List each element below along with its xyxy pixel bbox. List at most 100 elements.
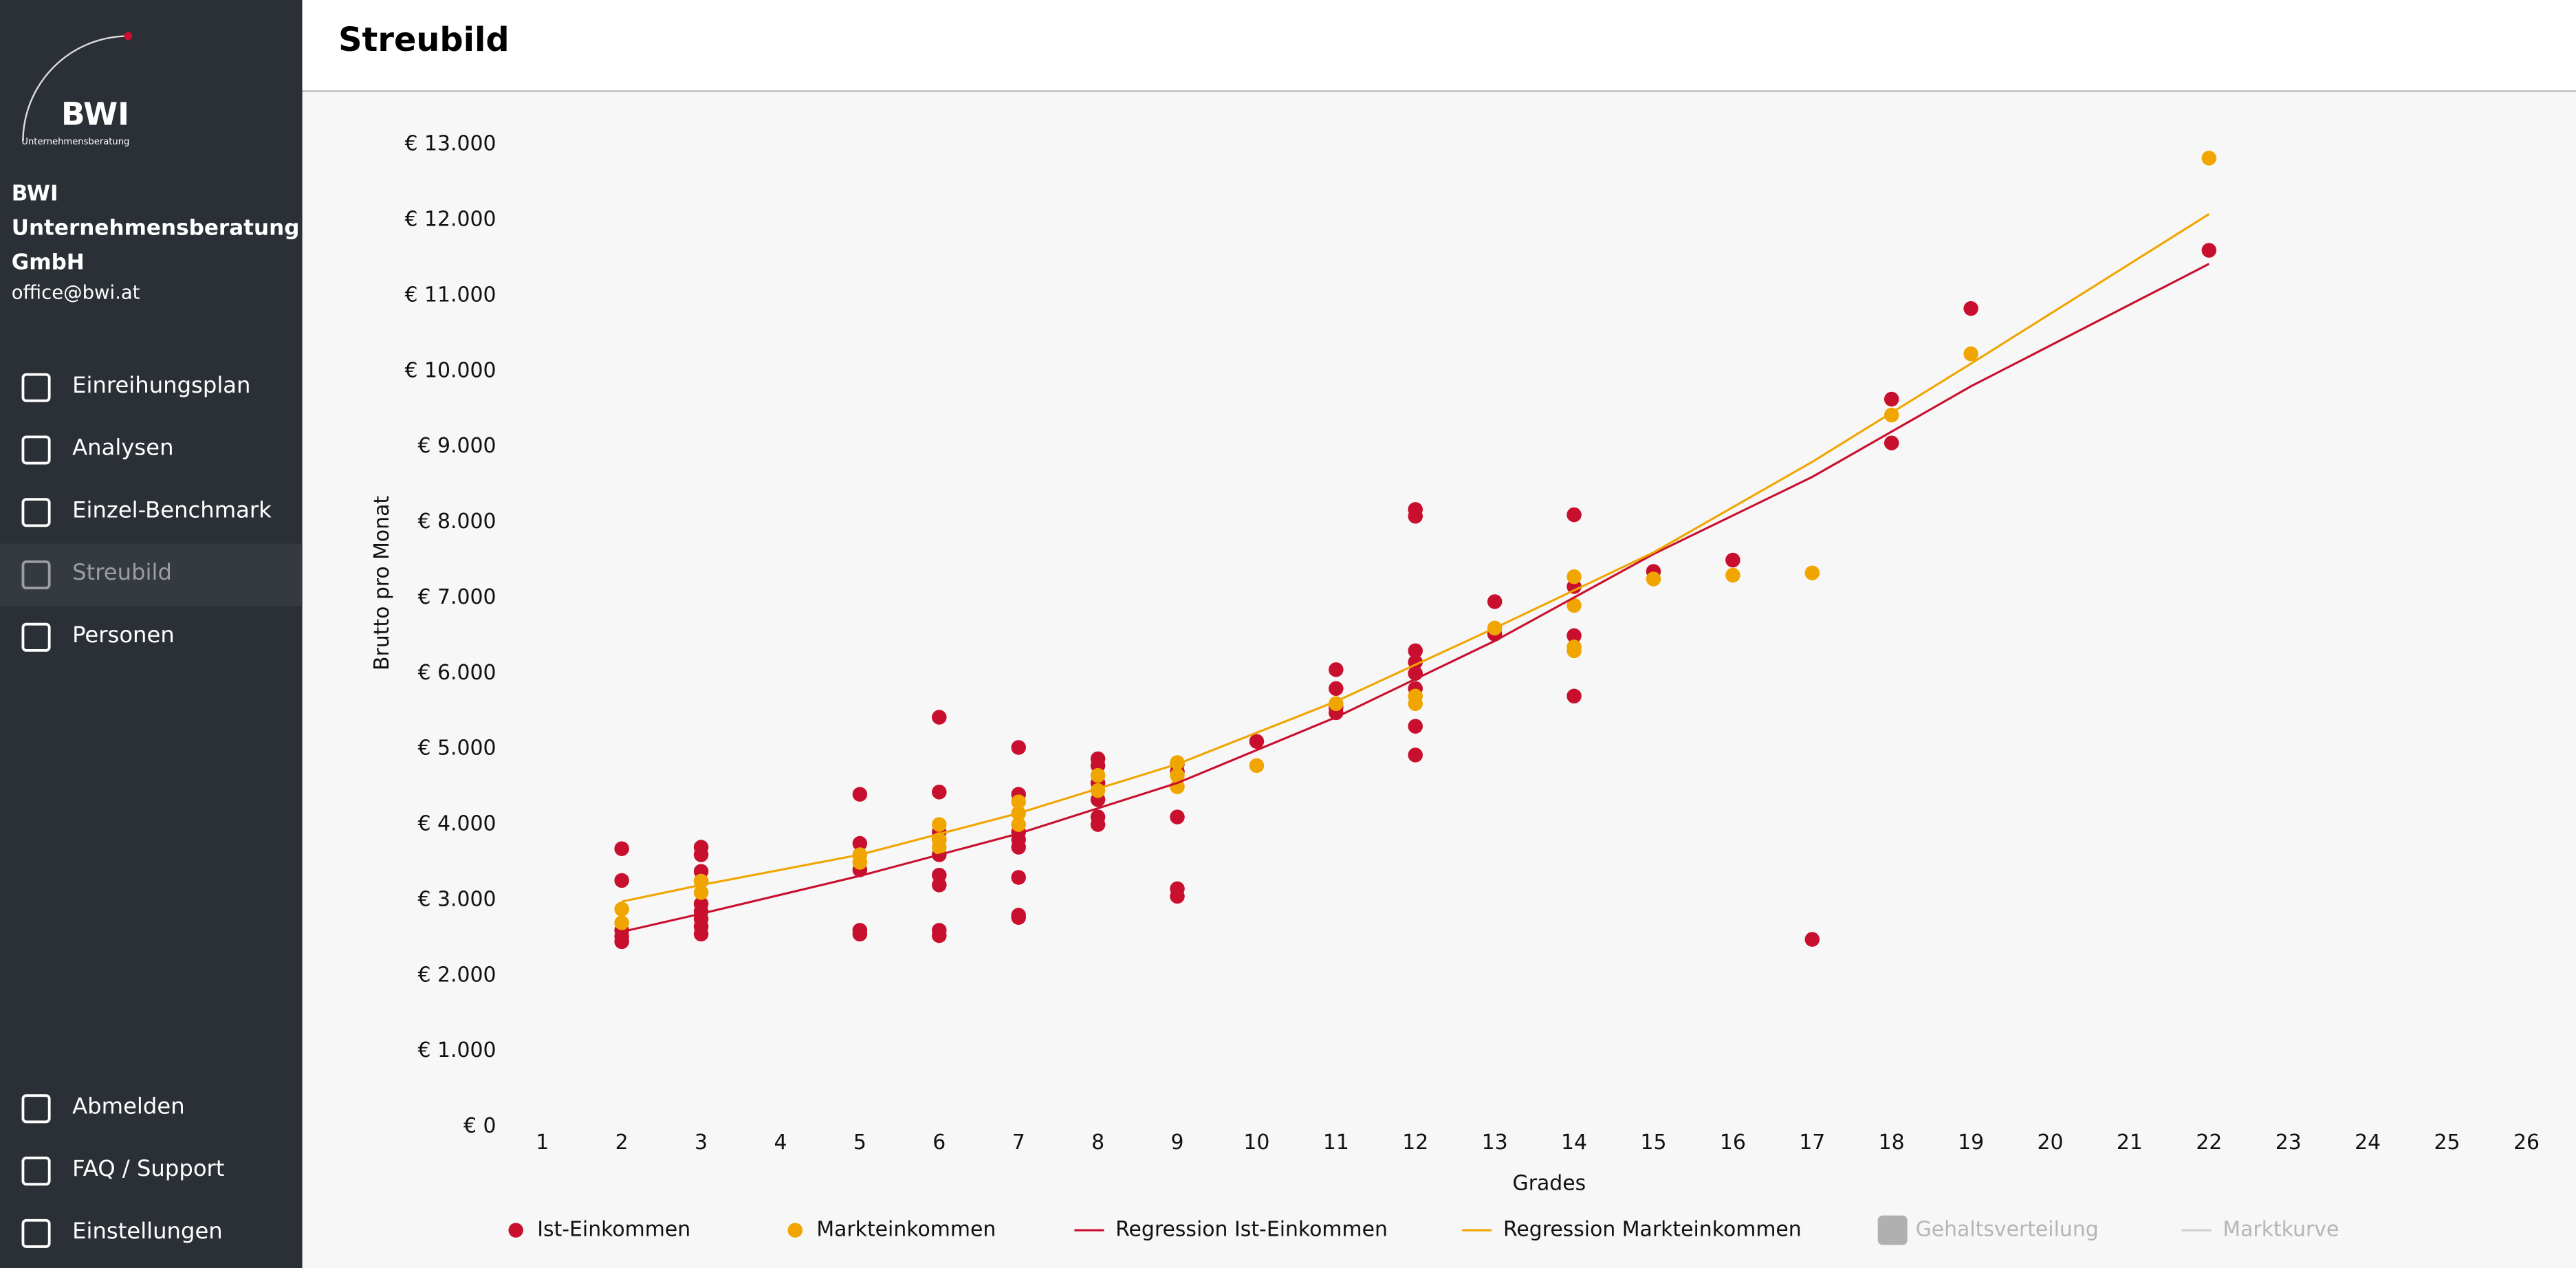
point bbox=[2201, 243, 2217, 258]
x-tick-label: 9 bbox=[1171, 1130, 1184, 1155]
x-tick-label: 14 bbox=[1561, 1130, 1587, 1155]
nav-label: Einreihungsplan bbox=[72, 373, 251, 400]
email: office@bwi.at bbox=[11, 281, 140, 304]
nav-item[interactable]: Einreihungsplan bbox=[0, 356, 303, 419]
y-tick-label: € 10.000 bbox=[405, 358, 496, 382]
regression-line bbox=[621, 212, 2210, 903]
chart: € 0 € 1.000 € 2.000 € 3.000 € 4.000 € 5.000 € … bbox=[370, 132, 2540, 1245]
point bbox=[1170, 809, 1185, 824]
point bbox=[1408, 747, 1423, 763]
point bbox=[1963, 300, 1978, 316]
legend-marker bbox=[508, 1223, 523, 1238]
point bbox=[614, 934, 629, 950]
point bbox=[1804, 932, 1820, 947]
x-tick-label: 7 bbox=[1012, 1130, 1025, 1155]
regression-line bbox=[621, 263, 2210, 933]
y-tick-label: € 13.000 bbox=[405, 132, 496, 156]
point bbox=[852, 835, 868, 851]
nav-label: Abmelden bbox=[72, 1093, 185, 1121]
nav-item[interactable]: Einzel-Benchmark bbox=[0, 481, 303, 544]
x-tick-label: 20 bbox=[2038, 1130, 2064, 1155]
legend-marker bbox=[1877, 1215, 1908, 1245]
x-tick-label: 4 bbox=[774, 1130, 787, 1155]
point bbox=[1567, 643, 1582, 659]
nav-label: Streubild bbox=[72, 560, 172, 587]
point bbox=[1567, 598, 1582, 613]
point bbox=[2201, 151, 2217, 166]
point bbox=[1170, 888, 1185, 904]
x-tick-label: 22 bbox=[2196, 1130, 2222, 1155]
nav-item[interactable]: Personen bbox=[0, 606, 303, 668]
y-tick-label: € 5.000 bbox=[417, 736, 496, 761]
point bbox=[1408, 719, 1423, 734]
x-tick-label: 21 bbox=[2117, 1130, 2143, 1155]
y-tick-label: € 2.000 bbox=[417, 963, 496, 987]
x-tick-label: 25 bbox=[2434, 1130, 2460, 1155]
logo-title: BWI bbox=[61, 96, 129, 133]
point bbox=[852, 787, 868, 802]
point bbox=[693, 885, 709, 900]
y-tick-label: € 9.000 bbox=[417, 434, 496, 458]
nav-label: Personen bbox=[72, 622, 175, 649]
point bbox=[1329, 662, 1344, 677]
point bbox=[614, 901, 629, 917]
legend-label: Ist-Einkommen bbox=[537, 1218, 690, 1242]
page-title: Streubild bbox=[338, 19, 510, 59]
x-tick-label: 1 bbox=[536, 1130, 549, 1155]
point bbox=[1090, 817, 1106, 832]
point bbox=[1567, 569, 1582, 584]
nav-item[interactable]: FAQ / Support bbox=[0, 1140, 303, 1203]
legend-label: Gehaltsverteilung bbox=[1916, 1218, 2099, 1242]
x-tick-label: 11 bbox=[1323, 1130, 1349, 1155]
point bbox=[1567, 507, 1582, 523]
point bbox=[1011, 870, 1026, 885]
point bbox=[1725, 567, 1740, 583]
logo: BWI Unternehmensberatung bbox=[21, 32, 133, 147]
point bbox=[1804, 565, 1820, 580]
point bbox=[852, 855, 868, 870]
legend-label: Marktkurve bbox=[2223, 1218, 2339, 1242]
point bbox=[1170, 767, 1185, 783]
point bbox=[1011, 740, 1026, 755]
logo-subtitle: Unternehmensberatung bbox=[21, 137, 129, 147]
y-tick-label: € 11.000 bbox=[405, 283, 496, 307]
x-tick-label: 16 bbox=[1720, 1130, 1746, 1155]
nav-item[interactable]: Analysen bbox=[0, 419, 303, 481]
point bbox=[1487, 594, 1503, 609]
x-tick-label: 12 bbox=[1402, 1130, 1428, 1155]
point bbox=[1249, 758, 1265, 774]
nav-item[interactable]: Abmelden bbox=[0, 1078, 303, 1140]
x-tick-label: 26 bbox=[2513, 1130, 2540, 1155]
nav-label: Einzel-Benchmark bbox=[72, 497, 272, 524]
point bbox=[693, 847, 709, 862]
nav-item[interactable]: Einstellungen bbox=[0, 1202, 303, 1265]
nav-item[interactable]: Streubild bbox=[0, 543, 303, 606]
point bbox=[1567, 628, 1582, 644]
x-tick-label: 13 bbox=[1482, 1130, 1508, 1155]
point bbox=[1011, 794, 1026, 809]
x-tick-label: 24 bbox=[2355, 1130, 2381, 1155]
point bbox=[1408, 688, 1423, 704]
point bbox=[1249, 734, 1265, 749]
x-tick-label: 15 bbox=[1640, 1130, 1666, 1155]
point bbox=[614, 841, 629, 856]
x-tick-label: 23 bbox=[2275, 1130, 2302, 1155]
x-tick-label: 19 bbox=[1958, 1130, 1984, 1155]
y-tick-label: € 8.000 bbox=[417, 510, 496, 534]
x-axis-title: Grades bbox=[1513, 1172, 1586, 1196]
nav-label: Einstellungen bbox=[72, 1218, 223, 1245]
sidebar: BWI Unternehmensberatung BWI Unternehmen… bbox=[0, 0, 303, 1268]
point bbox=[1011, 840, 1026, 855]
point bbox=[1408, 643, 1423, 659]
point bbox=[852, 926, 868, 942]
x-tick-label: 6 bbox=[932, 1130, 946, 1155]
point bbox=[1884, 391, 1899, 407]
x-tick-label: 8 bbox=[1091, 1130, 1104, 1155]
point bbox=[932, 710, 947, 725]
x-tick-label: 18 bbox=[1879, 1130, 1905, 1155]
point bbox=[614, 873, 629, 888]
y-tick-label: € 12.000 bbox=[405, 208, 496, 232]
nav-label: FAQ / Support bbox=[72, 1156, 225, 1183]
x-tick-label: 17 bbox=[1799, 1130, 1825, 1155]
